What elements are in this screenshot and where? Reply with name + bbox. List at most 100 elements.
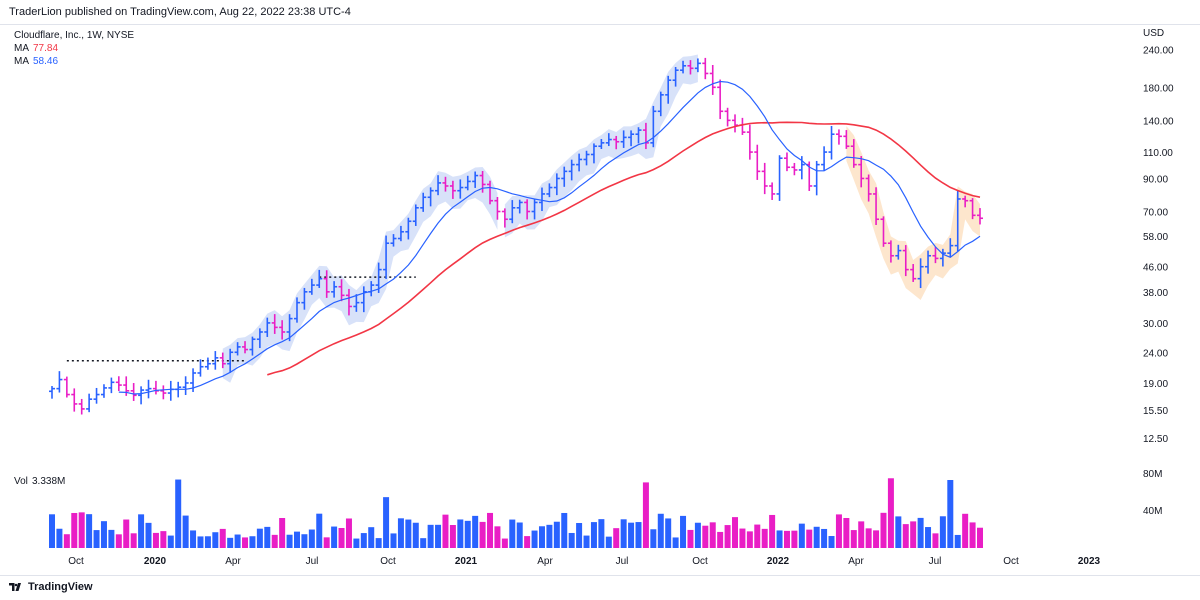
price-tick: 70.00	[1143, 208, 1168, 219]
volume-bar	[702, 525, 709, 548]
price-tick: 19.00	[1143, 379, 1168, 390]
price-bar	[910, 264, 917, 282]
volume-bar	[390, 533, 397, 548]
volume-bar	[657, 513, 664, 548]
price-bar	[49, 386, 55, 399]
volume-bar	[227, 537, 234, 548]
price-tick: 110.00	[1143, 148, 1173, 159]
volume-bar	[360, 533, 367, 548]
price-tick: 24.00	[1143, 348, 1168, 359]
ma-fast-value: 58.46	[33, 56, 59, 67]
volume-bar	[323, 537, 330, 548]
volume-bar	[442, 514, 449, 548]
ma-slow-line	[267, 121, 981, 376]
price-bar	[397, 225, 404, 242]
publish-info: TraderLion published on TradingView.com,…	[9, 6, 351, 18]
price-bar	[249, 336, 256, 356]
price-bar	[509, 200, 516, 224]
volume-bar	[115, 534, 122, 548]
volume-bar	[954, 534, 961, 548]
price-axis: USD 240.00 180.00 140.00 110.00 90.00 70.00 58.…	[1143, 28, 1174, 517]
volume-bar	[345, 518, 352, 548]
volume-bar	[279, 518, 286, 548]
time-tick: 2022	[767, 556, 790, 567]
price-bar	[821, 146, 828, 171]
volume-bar	[546, 524, 553, 548]
volume-bar	[405, 519, 412, 548]
volume-bar	[694, 522, 701, 548]
volume-bar	[576, 523, 583, 548]
volume-bar	[561, 512, 568, 548]
legend-ma-slow: MA 77.84	[14, 42, 134, 55]
volume-bar	[383, 497, 390, 548]
volume-bar	[531, 530, 538, 548]
price-bars	[49, 57, 983, 415]
volume-bar	[642, 482, 649, 548]
volume-bar	[739, 528, 746, 548]
volume-bar	[167, 535, 174, 548]
time-tick: 2021	[455, 556, 478, 567]
price-tick: 38.00	[1143, 288, 1168, 299]
volume-bar	[182, 515, 189, 548]
price-bar	[954, 190, 961, 252]
volume-bar	[56, 528, 63, 548]
price-bar	[687, 60, 694, 75]
ma-fast-line	[118, 80, 981, 395]
volume-bar	[680, 515, 687, 548]
price-bar	[650, 105, 657, 148]
volume-bar	[843, 518, 850, 548]
price-bar	[732, 114, 739, 133]
volume-bar	[301, 534, 308, 548]
price-bar	[234, 342, 241, 356]
volume-bar	[947, 480, 954, 548]
price-bar	[457, 179, 464, 199]
price-bar	[227, 348, 234, 373]
price-bar	[776, 155, 783, 201]
volume-bar	[628, 522, 635, 548]
price-bar	[71, 388, 78, 412]
price-bar	[977, 208, 983, 225]
price-bar	[813, 160, 820, 196]
volume-bar	[420, 538, 427, 548]
volume-bar	[449, 524, 456, 548]
price-bar	[182, 376, 189, 395]
price-bar	[880, 216, 887, 247]
price-bar	[442, 176, 449, 192]
volume-bar	[613, 528, 620, 548]
ma-slow-label: MA	[14, 43, 29, 54]
price-chart[interactable]: USD 240.00 180.00 140.00 110.00 90.00 70.00 58.…	[0, 24, 1200, 575]
volume-bars	[49, 478, 983, 548]
price-bar	[160, 385, 167, 400]
volume-bar	[776, 530, 783, 548]
highlight-zone-uptrend	[222, 166, 498, 383]
volume-bar	[590, 522, 597, 548]
price-bar	[204, 357, 211, 370]
volume-bar	[783, 530, 790, 548]
price-bar	[412, 204, 419, 226]
price-bar	[293, 297, 300, 323]
volume-bar	[516, 522, 523, 548]
time-tick: Oct	[380, 556, 396, 567]
volume-bar	[242, 537, 249, 548]
volume-bar	[464, 520, 471, 548]
price-bar	[449, 180, 456, 199]
tradingview-logo-icon	[9, 583, 21, 591]
volume-bar	[873, 530, 880, 548]
volume-bar	[100, 521, 107, 548]
price-bar	[256, 328, 263, 349]
price-bar	[152, 380, 159, 395]
volume-bar	[880, 512, 887, 548]
volume-bar	[665, 518, 672, 548]
price-bar	[375, 262, 382, 293]
volume-bar	[204, 536, 211, 548]
volume-bar	[472, 515, 479, 548]
price-bar	[494, 196, 501, 220]
price-bar	[873, 187, 880, 225]
price-bar	[546, 183, 553, 198]
volume-bar	[939, 516, 946, 548]
price-bar	[628, 130, 635, 147]
price-bar	[108, 377, 115, 394]
price-bar	[331, 281, 338, 298]
volume-bar	[925, 527, 932, 548]
volume-bar	[331, 526, 338, 548]
